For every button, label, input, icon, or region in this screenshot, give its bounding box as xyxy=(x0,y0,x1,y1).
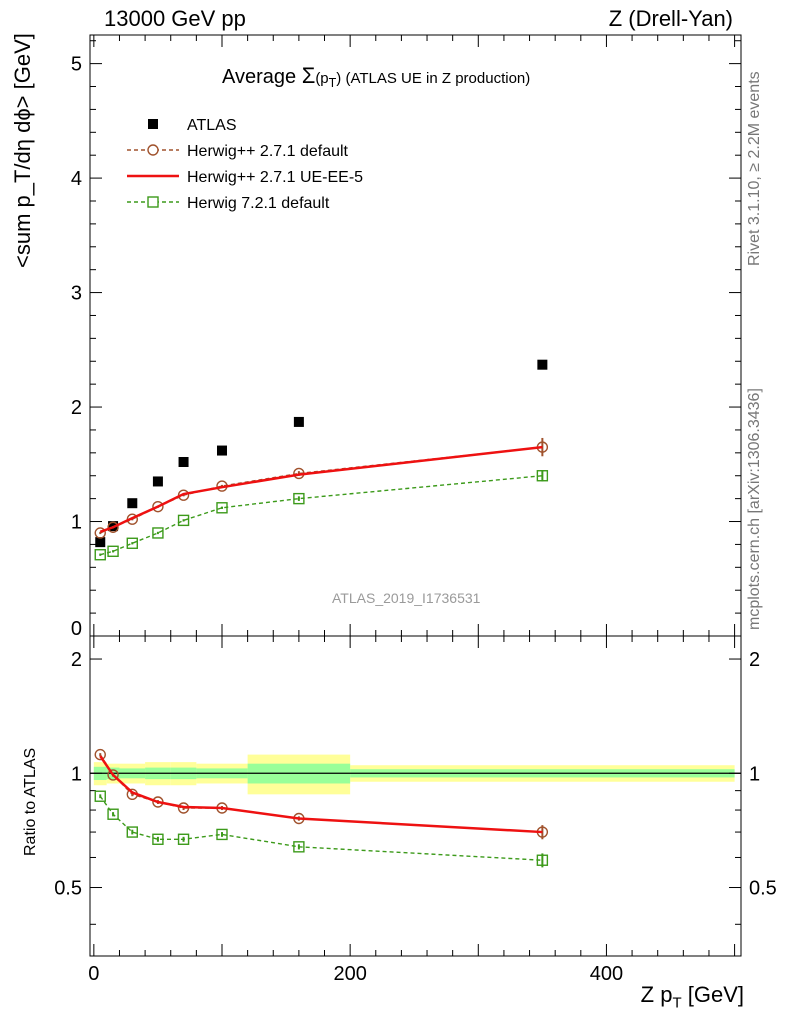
main-herwig-7-2-1-default-point xyxy=(536,470,549,482)
ratio-y-tick-label-right: 0.5 xyxy=(749,878,777,900)
ratio-herwig-7-2-1-default-point xyxy=(107,808,119,820)
legend-marker xyxy=(148,119,158,129)
x-axis-label-sub: T xyxy=(672,994,682,1012)
main-atlas-point xyxy=(95,537,106,548)
ratio-herwig-7-2-1-default-line xyxy=(99,795,543,861)
y-tick-label: 3 xyxy=(71,283,82,305)
main-herwig-2-7-1-default-point xyxy=(94,527,106,539)
x-axis-label-unit: [GeV] xyxy=(681,982,744,1007)
ratio-herwig-7-2-1-default-point xyxy=(293,841,305,853)
header-process: Z (Drell-Yan) xyxy=(608,6,733,31)
main-herwig-2-7-1-default-point xyxy=(107,521,119,533)
main-herwig-7-2-1-default-point xyxy=(94,549,106,561)
title-arg-sub: T xyxy=(328,76,337,90)
title-prefix: Average xyxy=(222,66,297,88)
y-tick-label-zero: 0 xyxy=(71,618,82,640)
main-atlas-point xyxy=(293,416,304,427)
main-atlas-point xyxy=(178,456,189,467)
rivet-version-label: Rivet 3.1.10, ≥ 2.2M events xyxy=(746,71,763,266)
legend-label: Herwig++ 2.7.1 default xyxy=(187,143,349,160)
x-axis-label: Z pT [GeV] xyxy=(641,982,744,1011)
main-atlas-point xyxy=(537,359,548,370)
ratio-y-tick-label: 1 xyxy=(71,763,82,785)
ratio-y-tick-label-right: 2 xyxy=(749,649,760,671)
y-tick-label: 2 xyxy=(71,397,82,419)
main-herwig-7-2-1-default-point xyxy=(177,514,190,527)
ratio-herwig-7-2-1-default-point xyxy=(177,833,190,845)
ratio-herwig-7-2-1-default-point xyxy=(94,790,106,802)
legend-label: ATLAS xyxy=(187,117,237,134)
main-herwig-7-2-1-default-point xyxy=(293,492,305,505)
title-symbol: Σ xyxy=(301,63,316,88)
y-tick-label: 1 xyxy=(71,512,82,534)
main-atlas-point xyxy=(127,498,138,509)
analysis-watermark: ATLAS_2019_I1736531 xyxy=(332,590,481,606)
ratio-y-tick-label-right: 1 xyxy=(749,763,760,785)
main-herwig-7-2-1-default-point xyxy=(126,537,138,549)
mcplots-label: mcplots.cern.ch [arXiv:1306.3436] xyxy=(746,388,763,630)
y-tick-label: 4 xyxy=(71,168,82,190)
ratio-herwig-7-2-1-default-point xyxy=(152,833,164,845)
ratio-herwig-2-7-1-ue-ee-5-line xyxy=(99,755,543,834)
title-suffix: (ATLAS UE in Z production) xyxy=(341,70,531,87)
main-herwig-7-2-1-default-point xyxy=(216,502,228,514)
ratio-herwig-7-2-1-default-point xyxy=(536,854,549,866)
main-herwig-7-2-1-default-point xyxy=(152,527,164,539)
title-arg-open: (p xyxy=(315,70,329,87)
ratio-herwig-7-2-1-default-point xyxy=(216,828,228,841)
ratio-y-tick-label: 2 xyxy=(71,649,82,671)
title-arg-close: ) xyxy=(336,70,342,87)
ratio-y-tick-label: 0.5 xyxy=(54,878,82,900)
main-atlas-point xyxy=(216,445,227,456)
ratio-herwig-2-7-1-default-point xyxy=(107,769,119,781)
y-tick-label: 5 xyxy=(71,54,82,76)
legend-marker xyxy=(147,196,159,208)
ratio-frame xyxy=(89,635,742,957)
main-herwig-2-7-1-default-line xyxy=(99,446,543,534)
y-axis-label-main: <sum p_T/dη dϕ> [GeV] xyxy=(10,33,35,268)
legend-label: Herwig 7.2.1 default xyxy=(187,195,330,212)
y-axis-label-ratio: Ratio to ATLAS xyxy=(22,747,39,856)
x-axis-label-main: Z p xyxy=(640,982,673,1007)
ratio-herwig-2-7-1-default-point xyxy=(94,748,106,761)
main-herwig-7-2-1-default-point xyxy=(107,545,119,557)
ratio-herwig-7-2-1-default-point xyxy=(126,826,138,838)
main-atlas-point xyxy=(152,476,163,487)
main-herwig-7-2-1-default-line xyxy=(100,475,543,556)
main-herwig-2-7-1-ue-ee-5-line xyxy=(99,445,543,534)
header-energy: 13000 GeV pp xyxy=(104,6,246,31)
x-tick-label: 200 xyxy=(333,963,366,985)
x-tick-label: 0 xyxy=(88,963,99,985)
legend-label: Herwig++ 2.7.1 UE-EE-5 xyxy=(187,169,363,186)
x-tick-label: 400 xyxy=(590,963,623,985)
legend-marker xyxy=(147,144,159,156)
main-herwig-2-7-1-default-point xyxy=(152,500,164,513)
plot-title: Average Σ(pT) (ATLAS UE in Z production) xyxy=(222,63,530,90)
